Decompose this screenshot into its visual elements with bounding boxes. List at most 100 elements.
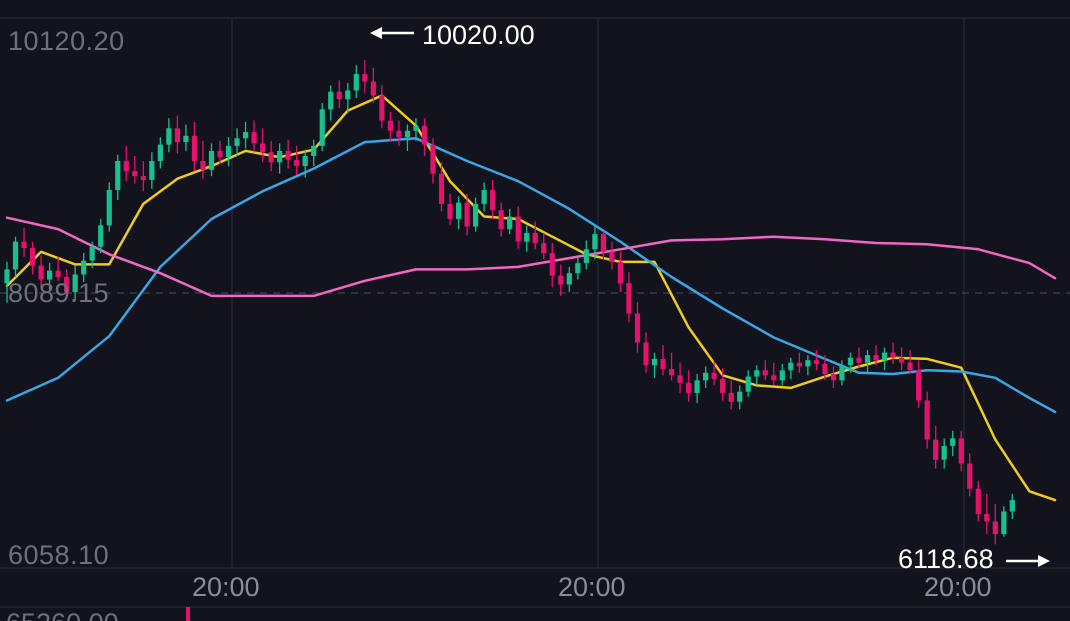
candle-body-17 (149, 161, 155, 180)
candle-body-76 (651, 358, 658, 366)
candle-body-2 (21, 241, 27, 248)
x-label-3: 20:00 (924, 572, 992, 602)
candle-body-112 (958, 438, 964, 464)
candle-body-63 (541, 242, 547, 254)
candle-body-11 (98, 225, 104, 247)
candle-body-20 (174, 128, 180, 143)
candle-body-10 (89, 246, 95, 261)
candle-body-80 (686, 382, 692, 393)
candle-body-35 (302, 155, 308, 167)
candle-body-71 (609, 251, 615, 262)
candle-body-3 (29, 247, 36, 266)
candle-body-65 (558, 275, 564, 285)
candle-body-14 (123, 161, 129, 172)
candle-body-43 (370, 81, 376, 96)
candle-body-48 (413, 125, 419, 131)
candle-body-27 (234, 138, 240, 146)
y-label-middle: 8089.15 (8, 278, 110, 308)
candle-body-7 (64, 276, 70, 293)
candle-body-110 (941, 445, 947, 460)
candles (4, 60, 1015, 545)
candle-body-78 (668, 368, 675, 376)
high-price-label: 10020.00 (422, 20, 535, 50)
moving-average-line-3 (5, 216, 1057, 298)
candle-body-93 (796, 362, 802, 367)
candle-body-36 (311, 145, 317, 156)
candle-body-106 (907, 362, 913, 371)
candle-body-44 (379, 95, 385, 121)
candle-body-34 (294, 159, 300, 167)
candle-body-12 (106, 190, 112, 226)
candle-body-15 (132, 171, 138, 177)
x-label-1: 20:00 (192, 572, 260, 602)
candle-body-6 (55, 270, 61, 277)
candle-body-113 (967, 463, 973, 489)
candle-body-92 (788, 362, 794, 371)
candle-body-116 (992, 521, 998, 535)
annotation-arrows (370, 27, 1050, 567)
candle-body-5 (47, 270, 53, 280)
candle-body-87 (745, 376, 751, 392)
candle-body-114 (975, 488, 981, 514)
candle-body-8 (72, 274, 78, 293)
candle-body-66 (566, 273, 572, 285)
candle-body-82 (703, 372, 709, 381)
candle-body-41 (353, 74, 359, 91)
candle-body-75 (643, 342, 649, 366)
candle-body-1 (12, 241, 19, 270)
y-label-top: 10120.20 (8, 26, 125, 56)
candle-body-103 (881, 352, 888, 361)
candle-body-51 (438, 173, 445, 204)
candle-body-79 (677, 375, 683, 383)
candle-body-61 (524, 232, 530, 242)
y-label-cut-off: 65260.00 (6, 608, 119, 621)
candle-body-33 (285, 150, 291, 160)
moving-average-line-1 (5, 94, 1057, 502)
moving-average-line-2 (5, 137, 1057, 414)
candle-body-95 (813, 360, 819, 364)
candle-body-73 (626, 283, 632, 314)
candle-body-104 (890, 352, 896, 358)
x-label-2: 20:00 (558, 572, 626, 602)
candle-body-64 (549, 253, 555, 276)
candle-body-37 (319, 109, 325, 146)
candle-body-38 (328, 91, 334, 110)
candle-body-28 (242, 132, 249, 139)
candle-body-97 (830, 374, 837, 381)
candle-body-89 (762, 370, 768, 376)
high-arrow-head (370, 27, 382, 39)
candle-body-16 (140, 176, 146, 180)
low-arrow-head (1038, 555, 1050, 567)
candle-body-100 (856, 357, 862, 363)
candle-body-74 (634, 313, 641, 343)
candle-body-68 (583, 249, 589, 264)
candle-body-13 (115, 161, 121, 191)
candle-body-52 (447, 203, 453, 220)
grid-lines (0, 17, 1070, 621)
candle-body-88 (754, 370, 760, 377)
candle-body-0 (4, 269, 10, 284)
candle-body-42 (362, 74, 368, 82)
candle-body-69 (592, 234, 598, 250)
candle-body-111 (950, 438, 956, 446)
candle-body-99 (847, 357, 854, 366)
candle-body-49 (421, 125, 428, 145)
candle-body-94 (805, 360, 811, 367)
candle-body-24 (208, 150, 215, 170)
candle-body-98 (839, 365, 845, 381)
candle-body-22 (191, 135, 198, 162)
candle-body-67 (575, 263, 581, 274)
candle-body-83 (711, 372, 717, 380)
candle-body-105 (899, 357, 905, 363)
candle-body-26 (225, 145, 232, 158)
candle-body-30 (260, 143, 266, 153)
candle-body-109 (933, 439, 939, 460)
candle-body-84 (720, 379, 726, 393)
candle-body-96 (822, 363, 828, 375)
candle-body-70 (600, 234, 606, 252)
candle-body-59 (507, 216, 513, 230)
candle-body-4 (38, 265, 44, 280)
candle-body-46 (396, 130, 402, 138)
candle-body-18 (157, 144, 163, 162)
candle-body-60 (515, 216, 521, 242)
